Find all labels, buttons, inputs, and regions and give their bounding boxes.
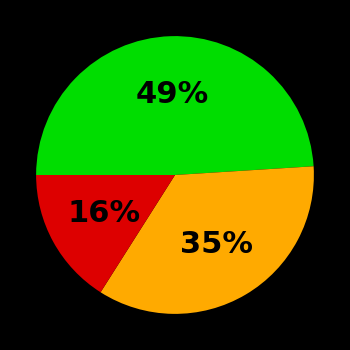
Wedge shape bbox=[100, 166, 314, 314]
Text: 49%: 49% bbox=[136, 80, 209, 109]
Wedge shape bbox=[36, 36, 314, 175]
Wedge shape bbox=[36, 175, 175, 292]
Text: 35%: 35% bbox=[180, 230, 252, 259]
Text: 16%: 16% bbox=[68, 199, 141, 228]
